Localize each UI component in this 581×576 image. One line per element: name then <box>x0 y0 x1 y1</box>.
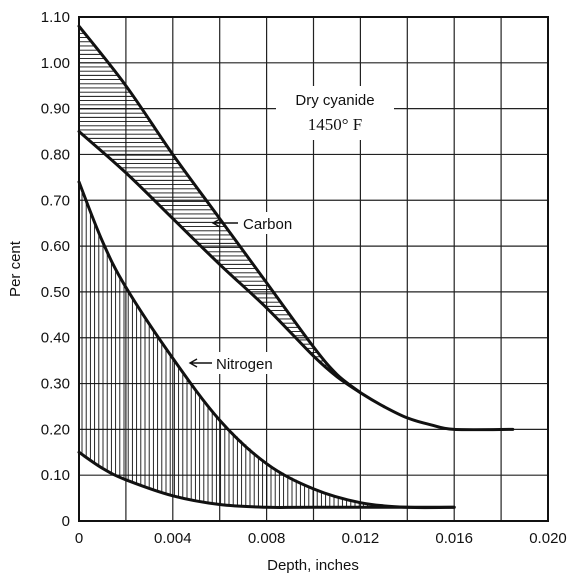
x-tick-label: 0.012 <box>342 530 380 547</box>
carbon-annotation: Carbon <box>211 212 306 234</box>
y-tick-label: 0.90 <box>41 101 70 118</box>
nitrogen-upper-curve <box>77 180 456 510</box>
x-tick-label: 0.016 <box>435 530 473 547</box>
x-tick-label: 0.008 <box>248 530 286 547</box>
condition-line1: Dry cyanide <box>295 92 374 109</box>
y-tick-label: 0.10 <box>41 467 70 484</box>
condition-line2: 1450° F <box>308 115 363 134</box>
y-axis-title: Per cent <box>7 240 24 297</box>
nitrogen-lower-curve <box>77 450 456 509</box>
x-tick-label: 0 <box>75 530 83 547</box>
plot-frame <box>78 16 549 522</box>
nitrogen-label: Nitrogen <box>216 356 273 373</box>
nitrogen-annotation: Nitrogen <box>188 352 293 374</box>
carbon-upper-curve <box>77 24 362 395</box>
carbon-lower-curve <box>77 130 515 432</box>
y-tick-label: 0.50 <box>41 284 70 301</box>
x-tick-label: 0.004 <box>154 530 192 547</box>
curves <box>77 24 515 510</box>
y-tick-label: 1.00 <box>41 55 70 72</box>
nitrogen-arrow <box>188 358 212 368</box>
condition-label: Dry cyanide 1450° F <box>276 86 394 140</box>
y-tick-label: 0.70 <box>41 192 70 209</box>
x-tick-labels: 0 0.004 0.008 0.012 0.016 0.020 <box>75 530 567 547</box>
y-tick-label: 0.40 <box>41 330 70 347</box>
y-tick-label: 1.10 <box>41 9 70 26</box>
y-tick-label: 0.30 <box>41 376 70 393</box>
y-tick-label: 0.60 <box>41 238 70 255</box>
x-tick-label: 0.020 <box>529 530 567 547</box>
y-tick-label: 0 <box>62 513 70 530</box>
y-tick-label: 0.20 <box>41 421 70 438</box>
y-tick-label: 0.80 <box>41 146 70 163</box>
x-axis-title: Depth, inches <box>267 557 359 574</box>
y-tick-labels: 0 0.10 0.20 0.30 0.40 0.50 0.60 0.70 0.80 0.90 1.0… <box>41 9 70 530</box>
carbon-arrow <box>211 218 238 228</box>
carbon-label: Carbon <box>243 216 292 233</box>
